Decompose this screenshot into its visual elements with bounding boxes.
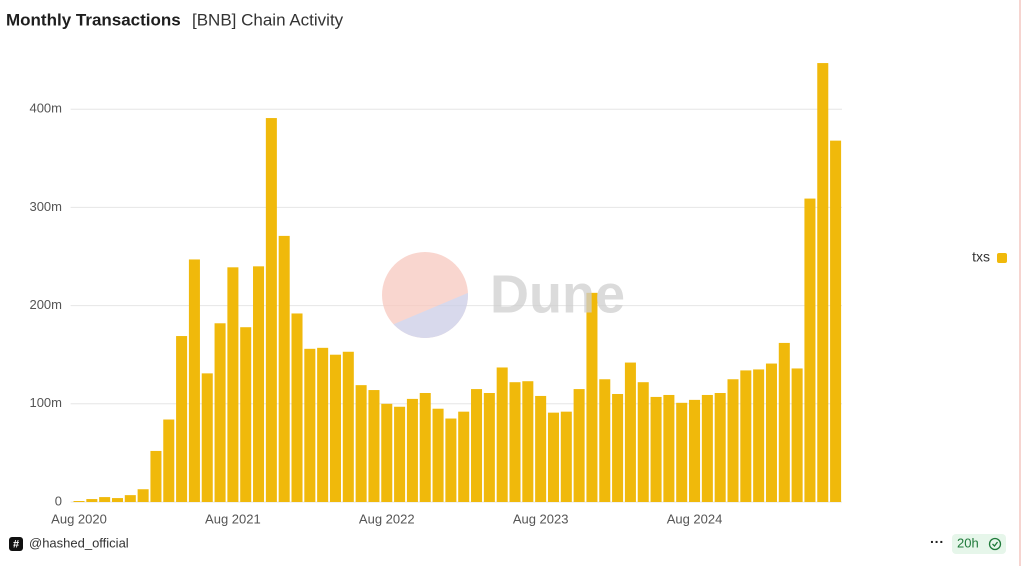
bar [547, 412, 559, 502]
bar [304, 348, 316, 502]
bar [278, 235, 290, 503]
bar [778, 342, 790, 502]
bar [804, 198, 816, 502]
bar [201, 373, 213, 502]
bar [637, 382, 649, 502]
bar [612, 393, 624, 502]
bar [471, 389, 483, 502]
bar [740, 370, 752, 502]
bar [86, 499, 98, 502]
bar [676, 402, 688, 502]
bar [355, 385, 367, 502]
bar [509, 382, 521, 502]
bar [317, 347, 329, 502]
bar [368, 390, 380, 502]
bar [99, 497, 111, 502]
bar [432, 408, 444, 502]
chart-subtitle: [BNB] Chain Activity [192, 10, 344, 29]
bar [496, 367, 508, 502]
refresh-time: 20h [957, 535, 979, 550]
watermark-text: Dune [490, 264, 625, 324]
bar [689, 399, 701, 502]
legend-label: txs [972, 249, 990, 265]
bar [830, 140, 842, 502]
bar [253, 266, 265, 502]
bar [753, 369, 765, 502]
legend-swatch [997, 253, 1007, 263]
author-name[interactable]: @hashed_official [29, 535, 129, 550]
refresh-check [992, 541, 999, 547]
bar [791, 368, 803, 502]
bar [727, 379, 739, 502]
bar [560, 411, 572, 502]
bar [624, 362, 636, 502]
watermark: Dune [382, 252, 625, 338]
bar [111, 498, 123, 502]
bar [188, 259, 200, 502]
menu-button[interactable]: ··· [930, 534, 944, 550]
bar [124, 495, 136, 502]
x-tick-label: Aug 2024 [667, 511, 723, 526]
plot-area: 0 100m 200m 300m 400m Aug 2020 Aug 2021 Aug 202… [29, 63, 842, 526]
bar [458, 411, 470, 502]
bar [214, 323, 226, 502]
bar [381, 403, 393, 502]
bar [291, 313, 303, 502]
bar [483, 393, 495, 502]
bar [701, 394, 713, 502]
x-tick-label: Aug 2021 [205, 511, 261, 526]
bar [240, 327, 252, 502]
y-tick-label: 0 [55, 493, 62, 508]
x-tick-label: Aug 2022 [359, 511, 415, 526]
x-tick-label: Aug 2023 [513, 511, 569, 526]
y-tick-label: 200m [29, 297, 62, 312]
bar [663, 394, 675, 502]
bar [150, 450, 162, 502]
author-icon-glyph: # [13, 538, 19, 550]
bar [137, 489, 149, 502]
bar [406, 398, 418, 502]
watermark-logo-bottom [382, 292, 468, 338]
bar [650, 396, 662, 502]
y-tick-label: 400m [29, 101, 62, 116]
bar [522, 381, 534, 502]
bar [535, 395, 547, 502]
bar [714, 393, 726, 502]
y-tick-label: 100m [29, 395, 62, 410]
refresh-check-circle [988, 537, 1002, 551]
bar [586, 292, 598, 502]
bar [342, 351, 354, 502]
bar [817, 63, 829, 503]
bar [765, 363, 777, 502]
chart-title: Monthly Transactions [6, 10, 181, 29]
bar [265, 118, 277, 503]
bar [573, 389, 585, 502]
author-icon [9, 537, 23, 551]
bar [394, 406, 406, 502]
bar [176, 336, 188, 502]
bar [419, 393, 431, 502]
bar [445, 418, 457, 502]
bar [599, 379, 611, 502]
bar [73, 501, 85, 502]
footer: # @hashed_official ··· 20h [9, 534, 1006, 554]
bar [227, 267, 239, 502]
bar [329, 354, 341, 502]
y-tick-label: 300m [29, 199, 62, 214]
bar [163, 419, 175, 502]
x-tick-label: Aug 2020 [51, 511, 107, 526]
